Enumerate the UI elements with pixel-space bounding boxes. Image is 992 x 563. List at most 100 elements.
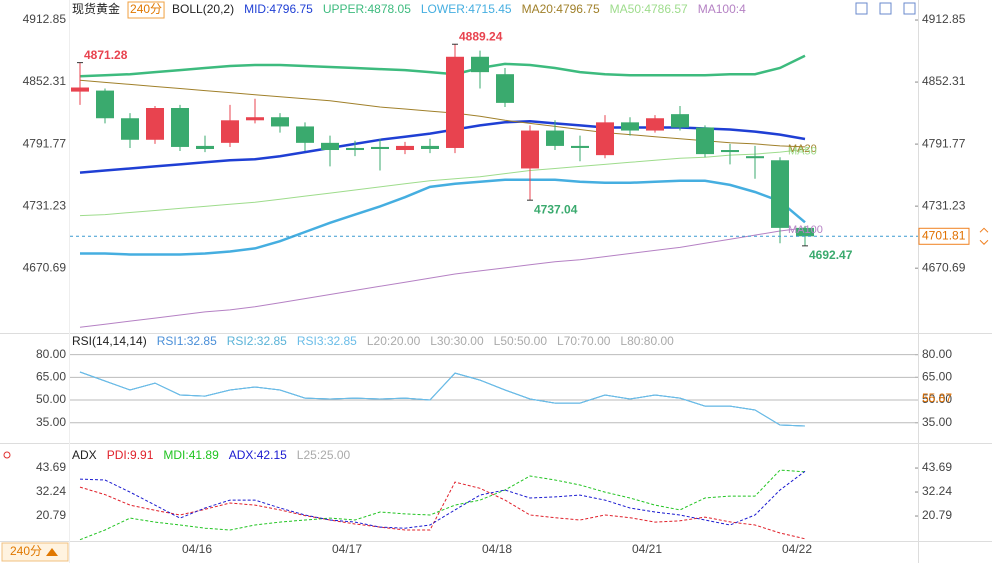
current-value: 55.87 [922, 391, 952, 405]
candle-body [321, 142, 339, 151]
period-button[interactable] [1, 542, 69, 562]
period-button-label[interactable]: 240分 [10, 544, 42, 558]
x-tick-label: 04/16 [182, 542, 212, 556]
candle-body [496, 74, 514, 103]
candle-body [71, 87, 89, 92]
panel-title: 现货黄金 [72, 1, 120, 16]
icon[interactable] [855, 2, 868, 15]
candle-body [596, 122, 614, 156]
candle-body [671, 114, 689, 128]
y-tick-label: 43.69 [922, 460, 952, 474]
y-tick-label: 80.00 [36, 347, 66, 361]
candle-body [646, 118, 664, 131]
line-end-label: MA50 [788, 145, 817, 157]
legend-entry: MA100:4 [698, 2, 746, 16]
y-tick-label: 65.00 [922, 370, 952, 384]
level-label: L70:70.00 [557, 334, 611, 348]
y-tick-label: 32.24 [36, 484, 66, 498]
candle-body [96, 90, 114, 119]
series-line [79, 79, 806, 148]
legend-entry: MDI:41.89 [163, 448, 219, 462]
y-tick-label: 43.69 [36, 460, 66, 474]
low-label: 4692.47 [809, 248, 853, 262]
y-tick-label: 50.00 [36, 392, 66, 406]
candle-body [696, 127, 714, 155]
candle-body [521, 130, 539, 169]
series-line [79, 469, 806, 541]
y-tick-label: 20.79 [922, 508, 952, 522]
legend-entry: LOWER:4715.45 [421, 2, 512, 16]
candle-body [446, 56, 464, 148]
high-label: 4871.28 [84, 48, 128, 62]
x-tick-label: 04/22 [782, 542, 812, 556]
series-line [79, 470, 806, 529]
candle-body [621, 122, 639, 131]
candle-body [771, 160, 789, 228]
legend-entry: UPPER:4878.05 [323, 2, 411, 16]
y-tick-label: 50.00 [922, 392, 952, 406]
current-price-arrow [979, 227, 989, 245]
low-label: 4737.04 [534, 202, 578, 216]
candle-body [746, 156, 764, 159]
line-end-label: MA100 [788, 224, 823, 236]
legend-entry: MA20:4796.75 [522, 2, 600, 16]
y-tick-label: 4731.23 [922, 198, 966, 212]
legend-entry: RSI1:32.85 [157, 334, 217, 348]
y-tick-label: 4912.85 [23, 12, 67, 26]
candle-body [146, 108, 164, 140]
candle-body [421, 145, 439, 149]
y-tick-label: 65.00 [36, 370, 66, 384]
candle-body [721, 150, 739, 153]
icon[interactable] [879, 2, 892, 15]
level-label: L25:25.00 [297, 448, 351, 462]
legend-entry: ADX:42.15 [229, 448, 287, 462]
indicator-name: BOLL(20,2) [172, 2, 234, 16]
legend-entry: MID:4796.75 [244, 2, 313, 16]
candle-body [471, 56, 489, 73]
line-end-label: MA20 [788, 143, 817, 155]
candle-body [396, 145, 414, 151]
period-tag: 240分 [130, 2, 162, 16]
y-tick-label: 4852.31 [922, 74, 966, 88]
level-label: L50:50.00 [494, 334, 548, 348]
panel-title: RSI(14,14,14) [72, 334, 147, 348]
level-label: L20:20.00 [367, 334, 421, 348]
y-tick-label: 4791.77 [922, 136, 966, 150]
series-line [79, 371, 806, 427]
y-tick-label: 80.00 [922, 347, 952, 361]
adx-icon [3, 451, 11, 459]
current-price: 4701.81 [922, 228, 966, 242]
icon[interactable] [903, 2, 916, 15]
series-line [79, 54, 806, 78]
candle-body [271, 117, 289, 127]
toolbar-icons[interactable] [855, 2, 916, 15]
candle-body [221, 120, 239, 143]
y-tick-label: 4670.69 [922, 260, 966, 274]
legend-entry: MA50:4786.57 [610, 2, 688, 16]
level-label: L80:80.00 [620, 334, 674, 348]
y-tick-label: 32.24 [922, 484, 952, 498]
series-line [79, 227, 806, 328]
y-tick-label: 4912.85 [922, 12, 966, 26]
legend-entry: RSI2:32.85 [227, 334, 287, 348]
series-line [79, 120, 806, 174]
y-tick-label: 4852.31 [23, 74, 67, 88]
candle-body [296, 126, 314, 143]
legend-entry: RSI3:32.85 [297, 334, 357, 348]
y-tick-label: 35.00 [922, 415, 952, 429]
candle-body [546, 130, 564, 146]
dropdown-arrow[interactable] [46, 548, 58, 556]
y-tick-label: 35.00 [36, 415, 66, 429]
level-label: L30:30.00 [430, 334, 484, 348]
y-tick-label: 4791.77 [23, 136, 67, 150]
series-line [79, 148, 806, 217]
x-tick-label: 04/18 [482, 542, 512, 556]
x-tick-label: 04/21 [632, 542, 662, 556]
high-label: 4889.24 [459, 29, 503, 43]
tag-box [127, 1, 165, 19]
legend-entry: PDI:9.91 [107, 448, 154, 462]
candle-body [371, 146, 389, 149]
y-tick-label: 4731.23 [23, 198, 67, 212]
candle-body [346, 147, 364, 151]
